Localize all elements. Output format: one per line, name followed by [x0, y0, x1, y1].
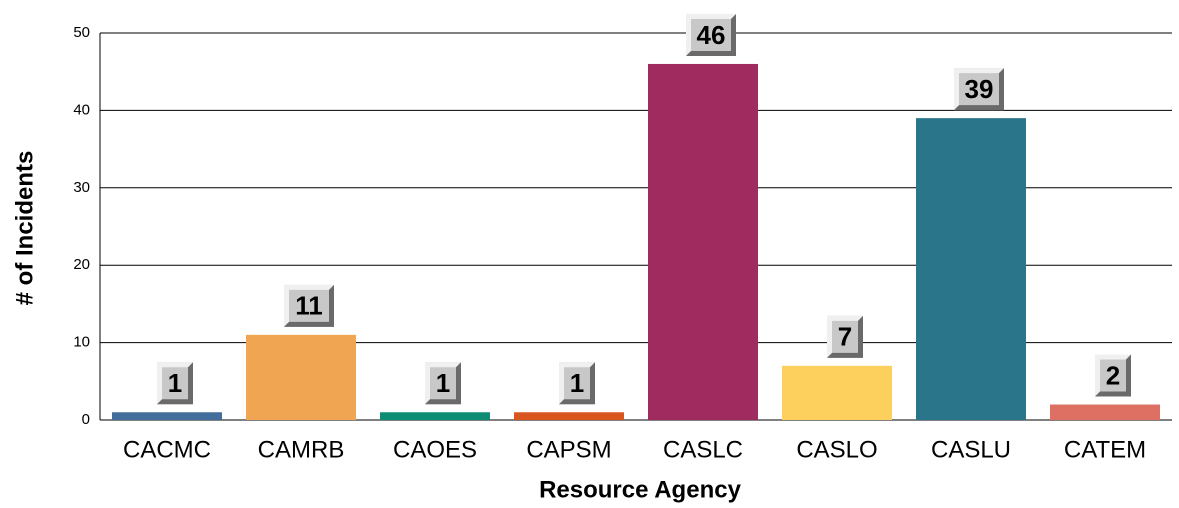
bar: [246, 334, 356, 420]
y-tick-label: 10: [73, 334, 90, 351]
label-bevel: [559, 362, 595, 405]
bar: [112, 412, 222, 420]
x-tick-label: CAMRB: [258, 436, 345, 463]
label-box: [425, 362, 461, 405]
bar: [514, 412, 624, 420]
label-bevel: [1095, 354, 1131, 397]
bar: [380, 412, 490, 420]
y-tick-label: 40: [73, 101, 90, 118]
label-bevel: [425, 362, 461, 405]
label-box: [1095, 354, 1131, 397]
bar: [648, 63, 758, 421]
label-box: [686, 13, 736, 56]
label-box: [954, 68, 1004, 111]
y-tick-label: 30: [73, 179, 90, 196]
label-bevel: [827, 315, 863, 358]
value-label: 2: [1106, 360, 1120, 390]
y-tick-label: 0: [82, 411, 90, 428]
x-tick-label: CATEM: [1064, 436, 1146, 463]
x-tick-label: CASLU: [931, 436, 1011, 463]
value-label: 39: [965, 74, 994, 104]
label-bevel: [954, 68, 1004, 111]
x-tick-label: CAPSM: [526, 436, 611, 463]
value-label: 7: [838, 322, 852, 352]
label-bevel: [284, 284, 334, 327]
bar: [916, 118, 1026, 420]
value-label: 1: [570, 368, 584, 398]
label-bevel: [157, 362, 193, 405]
label-box: [827, 315, 863, 358]
label-bevel: [559, 362, 595, 405]
x-tick-label: CASLO: [796, 436, 877, 463]
label-bevel: [686, 13, 736, 56]
label-box: [284, 284, 334, 327]
x-tick-label: CAOES: [393, 436, 477, 463]
x-tick-label: CASLC: [663, 436, 743, 463]
y-axis-title: # of Incidents: [11, 151, 38, 306]
label-bevel: [425, 362, 461, 405]
value-label: 1: [436, 368, 450, 398]
value-label: 1: [168, 368, 182, 398]
label-box: [157, 362, 193, 405]
label-box: [559, 362, 595, 405]
bar: [782, 365, 892, 420]
label-bevel: [954, 68, 1004, 111]
x-tick-label: CACMC: [123, 436, 211, 463]
x-axis-title: Resource Agency: [539, 476, 742, 503]
value-label: 11: [295, 291, 323, 321]
label-bevel: [827, 315, 863, 358]
bar: [1050, 404, 1160, 420]
y-tick-label: 50: [73, 24, 90, 41]
label-bevel: [157, 362, 193, 405]
label-bevel: [284, 284, 334, 327]
label-bevel: [686, 13, 736, 56]
value-label: 46: [697, 20, 726, 50]
y-tick-label: 20: [73, 256, 90, 273]
label-bevel: [1095, 354, 1131, 397]
